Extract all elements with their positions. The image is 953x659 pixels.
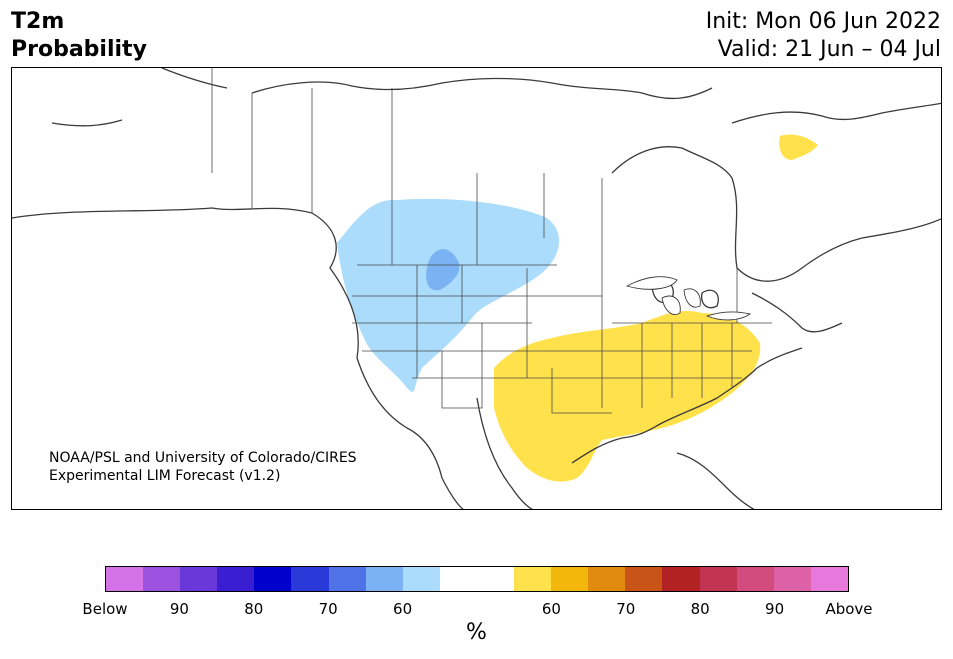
colorbar-segment [217,567,255,591]
probability-colorbar [105,566,849,592]
below-normal-region [337,198,560,392]
colorbar-segment [180,567,218,591]
above-normal-region-southeast [494,311,761,482]
above-normal-region-north [779,134,818,160]
colorbar-tick-label: 70 [616,600,636,618]
colorbar-segment [439,567,477,591]
colorbar-tick-label: 60 [393,600,413,618]
init-date: Init: Mon 06 Jun 2022 [705,9,941,34]
colorbar-tick-label: 80 [690,600,710,618]
colorbar-segment [254,567,292,591]
colorbar-tick-label: 90 [169,600,189,618]
colorbar-segment [699,567,737,591]
chart-title: T2m Probability [11,8,147,64]
colorbar-segment [551,567,589,591]
colorbar-segment [291,567,329,591]
below-normal-region-core [426,248,460,291]
colorbar-segment [328,567,366,591]
colorbar-tick-label: 60 [541,600,561,618]
title-line-2: Probability [11,37,147,62]
great-lakes [625,276,752,321]
title-line-1: T2m [11,9,65,34]
colorbar-segment [736,567,774,591]
credit-text: NOAA/PSL and University of Colorado/CIRE… [49,449,357,485]
forecast-map [11,67,942,510]
colorbar-segment [625,567,663,591]
colorbar-segment [476,567,515,591]
colorbar-segment [143,567,181,591]
colorbar-tick-label: Above [825,600,873,618]
colorbar-segment [365,567,403,591]
political-borders [211,68,772,414]
colorbar-segment [810,567,848,591]
credit-line-1: NOAA/PSL and University of Colorado/CIRE… [49,450,357,466]
colorbar-tick-label: Below [82,600,128,618]
colorbar-segment [773,567,811,591]
colorbar-tick-label: 70 [318,600,338,618]
colorbar-tick-label: 80 [244,600,264,618]
colorbar-segment [588,567,626,591]
valid-period: Valid: 21 Jun – 04 Jul [717,37,941,62]
colorbar-unit-label: % [466,620,487,645]
colorbar-segment [662,567,700,591]
map-svg [12,68,941,509]
colorbar-tick-label: 90 [765,600,785,618]
colorbar-segment [106,567,144,591]
colorbar-tick-labels: Below 90 80 70 60 60 70 80 90 Above [0,600,953,620]
credit-line-2: Experimental LIM Forecast (v1.2) [49,468,281,484]
colorbar-segment [514,567,552,591]
forecast-dates: Init: Mon 06 Jun 2022 Valid: 21 Jun – 04… [706,8,941,64]
colorbar-segment [402,567,440,591]
